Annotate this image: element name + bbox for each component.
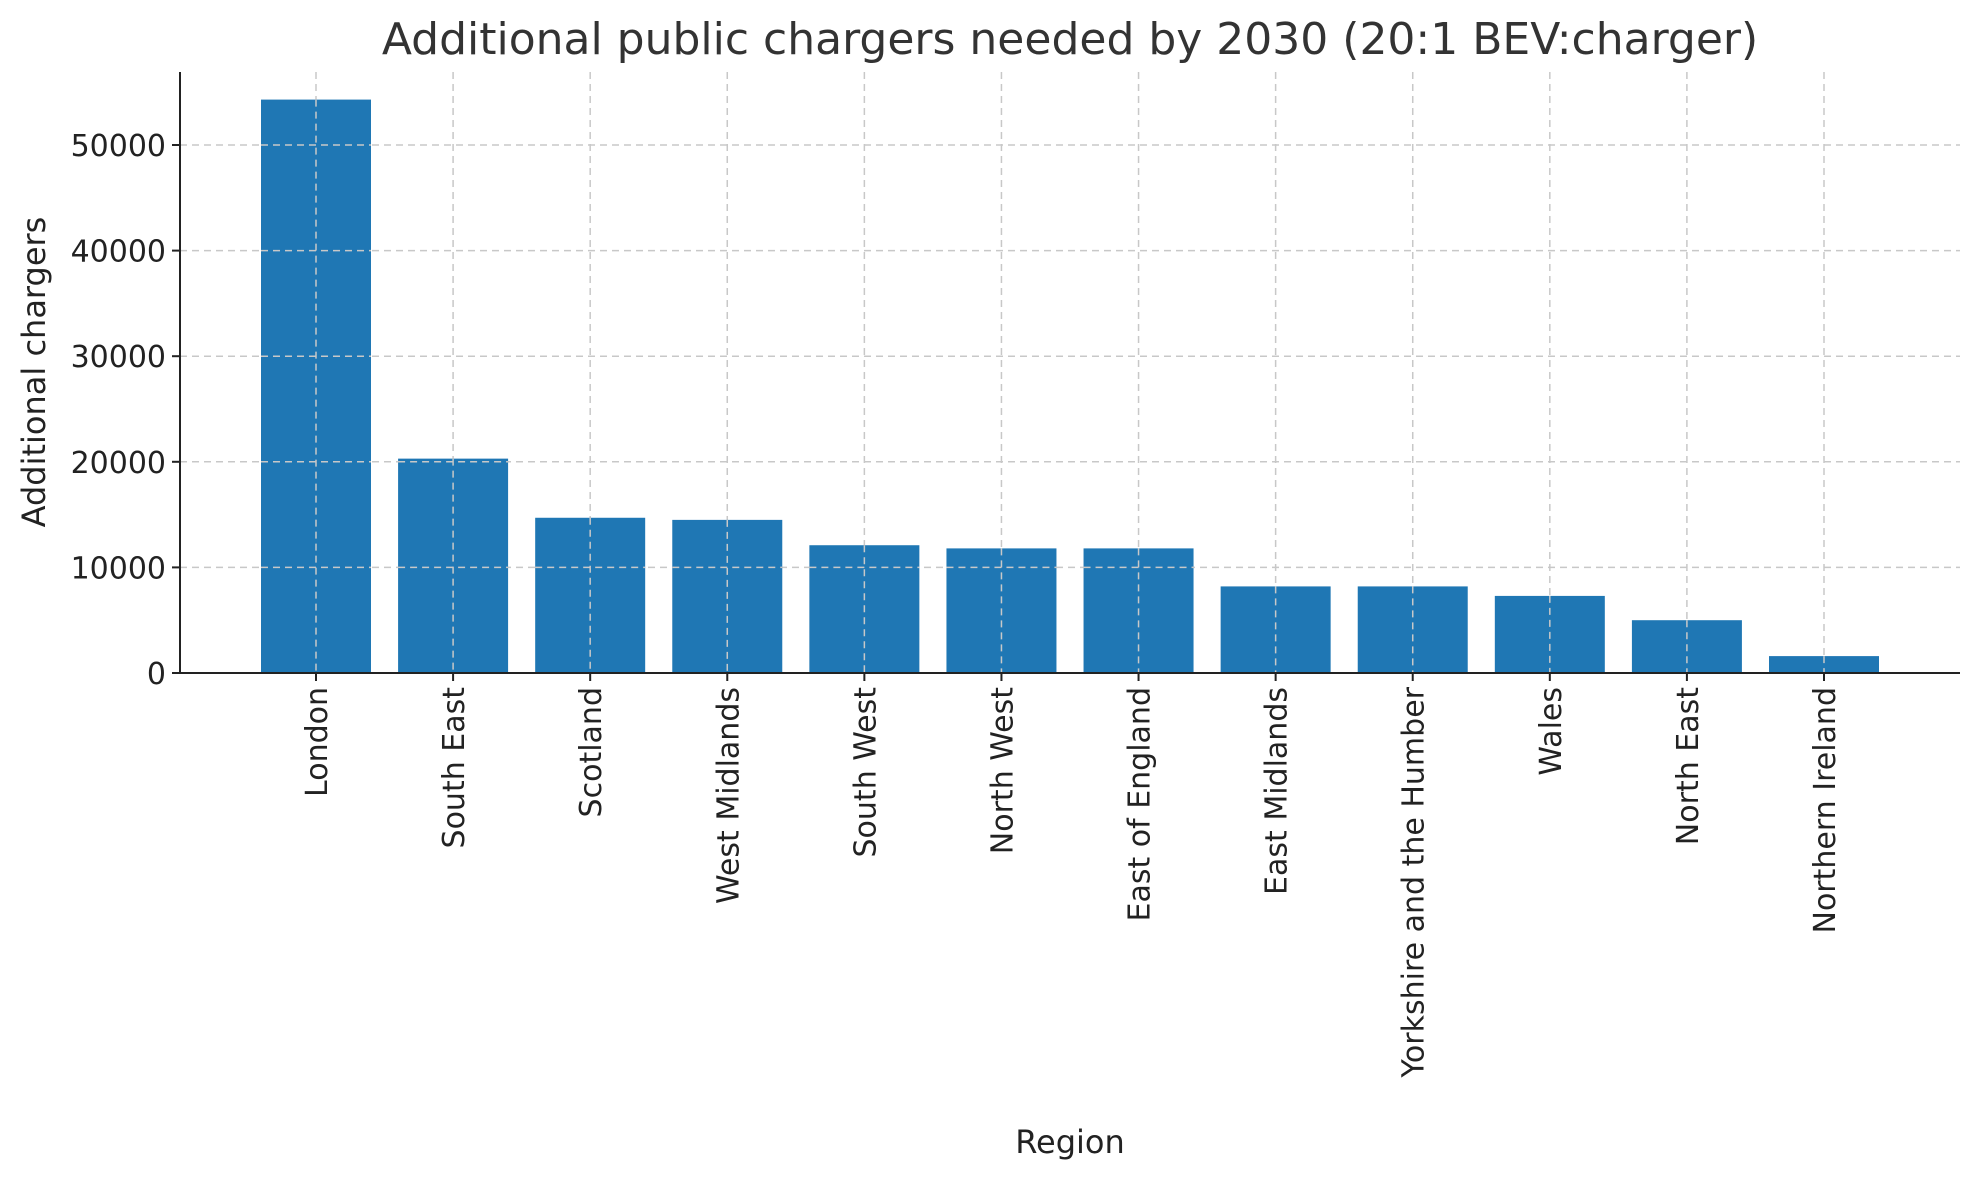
y-tick-label: 0 [147, 657, 166, 692]
x-tick-label: North West [985, 687, 1020, 854]
axes [179, 72, 1960, 674]
x-tick-label: Northern Ireland [1808, 687, 1843, 933]
bars [261, 99, 1879, 674]
x-tick-label: North East [1671, 687, 1706, 845]
y-tick-label: 50000 [71, 129, 166, 164]
x-tick-label: London [300, 687, 335, 797]
y-axis-label: Additional chargers [15, 217, 53, 528]
chart-title: Additional public chargers needed by 203… [382, 14, 1758, 65]
x-tick-label: South West [848, 687, 883, 858]
bar [398, 458, 509, 673]
bar [1769, 656, 1879, 673]
x-tick-label: Wales [1534, 687, 1569, 776]
x-axis-label: Region [1015, 1123, 1125, 1161]
x-tick-label: East Midlands [1260, 687, 1295, 895]
bar [261, 99, 371, 674]
y-tick-label: 40000 [71, 235, 166, 270]
x-tick-label: Yorkshire and the Humber [1397, 686, 1432, 1078]
x-tick-label: South East [437, 687, 472, 849]
x-ticks: London South East Scotland West Midlands Sou… [300, 673, 1843, 1078]
x-tick-label: Scotland [574, 687, 609, 817]
y-ticks: 0 10000 20000 30000 40000 50000 [71, 129, 180, 692]
y-tick-label: 10000 [71, 551, 166, 586]
y-tick-label: 20000 [71, 446, 166, 481]
x-tick-label: East of England [1123, 687, 1158, 922]
y-tick-label: 30000 [71, 340, 166, 375]
x-tick-label: West Midlands [711, 687, 746, 904]
